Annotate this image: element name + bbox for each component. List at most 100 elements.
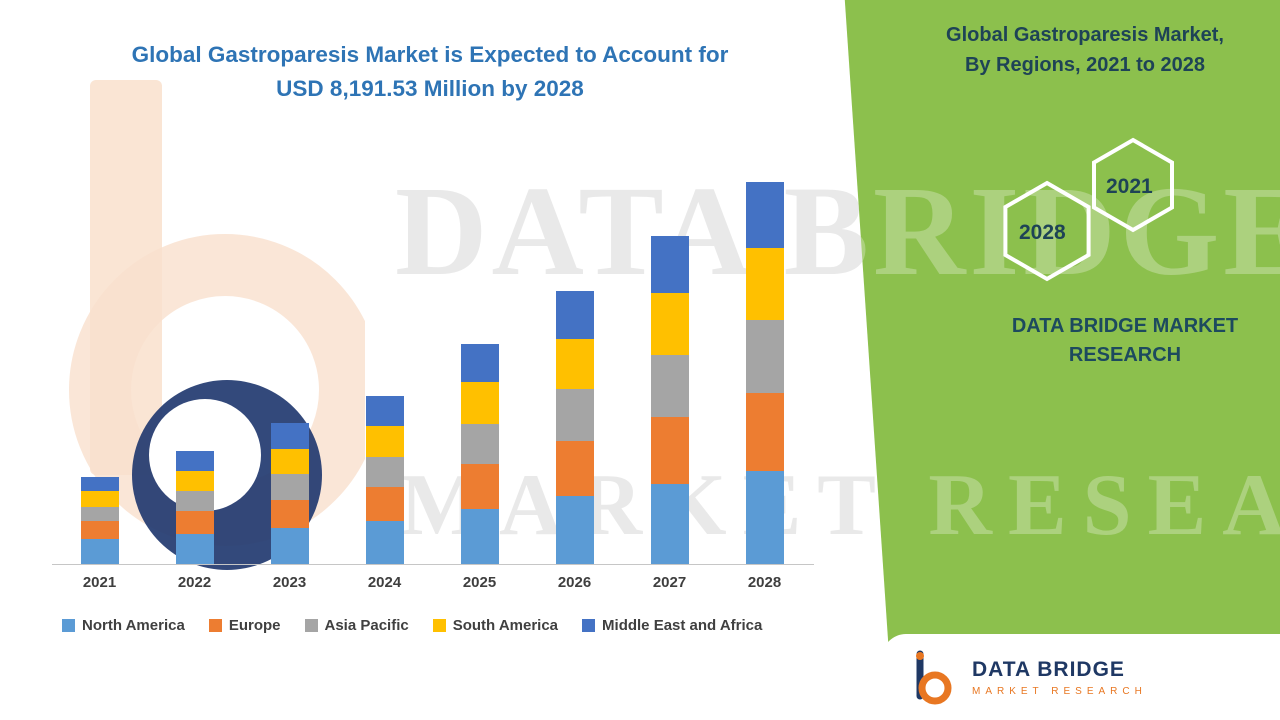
bar-segment-south-america xyxy=(175,471,214,491)
logo-brand-name: DATA BRIDGE xyxy=(972,657,1125,681)
x-axis-label: 2027 xyxy=(652,574,687,591)
bar-stack-2021 xyxy=(80,477,119,564)
bar-segment-europe xyxy=(745,393,784,471)
chart-legend: North America Europe Asia Pacific South Ame… xyxy=(52,617,814,634)
bar-segment-middle-east-and-africa xyxy=(365,396,404,426)
bar-segment-asia-pacific xyxy=(745,320,784,393)
side-panel-title-line2: By Regions, 2021 to 2028 xyxy=(964,54,1206,76)
bar-segment-north-america xyxy=(175,534,214,564)
bar-stack-2028 xyxy=(745,181,784,564)
hexagon-2021 xyxy=(1092,137,1174,233)
x-axis: 2021 2022 2023 2024 2025 2026 2027 2028 xyxy=(52,565,814,591)
bar-slot-2021 xyxy=(52,477,147,564)
bar-segment-middle-east-and-africa xyxy=(555,291,594,339)
legend-swatch-south-america xyxy=(432,619,446,632)
bar-segment-north-america xyxy=(365,521,404,564)
bar-stack-2024 xyxy=(365,396,404,564)
logo-text: DATA BRIDGE MARKET RESEARCH xyxy=(972,658,1147,697)
bar-slot-2023 xyxy=(242,423,337,564)
bar-segment-south-america xyxy=(80,491,119,507)
hexagon-year-2021: 2021 xyxy=(1106,175,1153,198)
bar-segment-asia-pacific xyxy=(650,355,689,417)
bar-slot-2028 xyxy=(717,181,812,564)
hexagon-2028 xyxy=(1003,180,1091,282)
bar-segment-asia-pacific xyxy=(175,491,214,511)
data-bridge-logo-icon xyxy=(916,650,952,705)
legend-item-europe: Europe xyxy=(208,617,281,634)
bar-segment-south-america xyxy=(745,248,784,320)
x-axis-label: 2023 xyxy=(272,574,307,591)
bar-segment-middle-east-and-africa xyxy=(650,236,689,293)
bar-segment-middle-east-and-africa xyxy=(270,423,309,449)
bar-stack-2022 xyxy=(175,451,214,564)
legend-item-middle-east-and-africa: Middle East and Africa xyxy=(582,617,762,634)
legend-item-south-america: South America xyxy=(432,617,559,634)
bar-segment-middle-east-and-africa xyxy=(460,344,499,382)
bar-segment-europe xyxy=(650,417,689,484)
bar-segment-europe xyxy=(555,441,594,496)
bar-segment-north-america xyxy=(555,496,594,564)
x-axis-label: 2025 xyxy=(462,574,497,591)
bar-slot-2022 xyxy=(147,451,242,564)
stacked-bar-chart: 2021 2022 2023 2024 2025 2026 2027 2028 North A… xyxy=(52,180,814,634)
bar-segment-europe xyxy=(270,500,309,528)
legend-label-middle-east-and-africa: Middle East and Africa xyxy=(602,617,763,634)
x-axis-label: 2024 xyxy=(367,574,402,591)
bar-segment-asia-pacific xyxy=(270,474,309,500)
bar-segment-south-america xyxy=(270,449,309,474)
bar-segment-middle-east-and-africa xyxy=(745,181,784,248)
legend-label-south-america: South America xyxy=(452,617,559,634)
bar-segment-europe xyxy=(175,511,214,534)
legend-swatch-north-america xyxy=(62,619,75,632)
legend-label-asia-pacific: Asia Pacific xyxy=(324,617,409,634)
bar-segment-asia-pacific xyxy=(460,424,499,464)
side-panel-brand: DATA BRIDGE MARKET RESEARCH xyxy=(955,312,1280,370)
bar-segment-asia-pacific xyxy=(365,457,404,487)
bar-slot-2025 xyxy=(432,344,527,564)
bar-segment-south-america xyxy=(650,293,689,355)
bar-segment-south-america xyxy=(460,382,499,424)
legend-swatch-asia-pacific xyxy=(304,619,318,632)
logo-brand-subtitle: MARKET RESEARCH xyxy=(972,685,1147,697)
year-hexagons xyxy=(1003,137,1174,282)
legend-item-north-america: North America xyxy=(62,617,185,634)
bar-segment-south-america xyxy=(365,426,404,457)
legend-label-europe: Europe xyxy=(228,617,281,634)
bar-segment-north-america xyxy=(270,528,309,564)
legend-label-north-america: North America xyxy=(82,617,185,634)
plot-area xyxy=(52,180,814,565)
bar-segment-north-america xyxy=(650,484,689,564)
bar-slot-2027 xyxy=(622,236,717,564)
bar-segment-north-america xyxy=(745,471,784,564)
side-panel-title-line1: Global Gastroparesis Market, xyxy=(946,24,1224,46)
bar-stack-2026 xyxy=(555,291,594,564)
x-axis-label: 2021 xyxy=(82,574,117,591)
legend-swatch-middle-east-and-africa xyxy=(582,619,596,632)
bar-stack-2027 xyxy=(650,236,689,564)
bar-slot-2024 xyxy=(337,396,432,564)
side-panel-brand-line2: RESEARCH xyxy=(1068,344,1182,366)
x-axis-label: 2028 xyxy=(747,574,782,591)
bar-segment-middle-east-and-africa xyxy=(80,477,119,491)
page-title-line1: Global Gastroparesis Market is Expected … xyxy=(131,42,729,67)
bar-stack-2023 xyxy=(270,423,309,564)
bar-slot-2026 xyxy=(527,291,622,564)
bar-segment-europe xyxy=(365,487,404,521)
side-panel-brand-line1: DATA BRIDGE MARKET xyxy=(1011,315,1239,337)
bar-segment-middle-east-and-africa xyxy=(175,451,214,471)
side-panel-title: Global Gastroparesis Market, By Regions,… xyxy=(905,20,1265,80)
bar-segment-south-america xyxy=(555,339,594,389)
logo-card: DATA BRIDGE MARKET RESEARCH xyxy=(882,634,1280,720)
bar-segment-north-america xyxy=(460,509,499,564)
bar-stack-2025 xyxy=(460,344,499,564)
bar-segment-north-america xyxy=(80,539,119,564)
x-axis-label: 2026 xyxy=(557,574,592,591)
bar-segment-europe xyxy=(80,521,119,539)
hexagon-year-2028: 2028 xyxy=(1019,221,1066,244)
x-axis-label: 2022 xyxy=(177,574,212,591)
bar-segment-asia-pacific xyxy=(80,507,119,521)
page-title: Global Gastroparesis Market is Expected … xyxy=(85,38,775,106)
legend-item-asia-pacific: Asia Pacific xyxy=(304,617,409,634)
